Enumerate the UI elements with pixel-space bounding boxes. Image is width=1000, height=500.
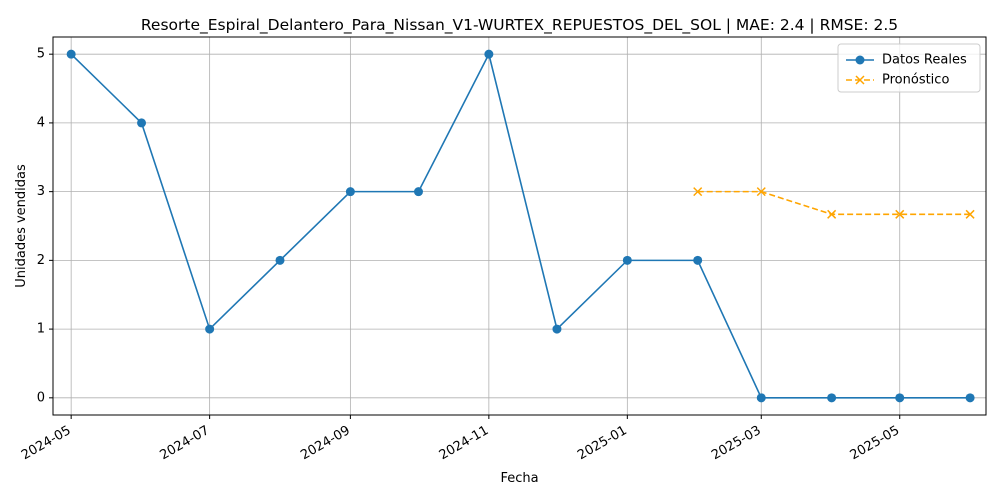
plot-frame <box>52 36 987 416</box>
data-point <box>895 393 905 403</box>
data-point <box>137 118 147 128</box>
data-point <box>345 187 355 197</box>
data-point <box>413 187 423 197</box>
y-tick-label: 5 <box>37 47 45 62</box>
series-1 <box>693 187 975 219</box>
legend-marker <box>855 75 865 85</box>
data-point <box>756 187 766 197</box>
series-0 <box>66 49 975 403</box>
data-point <box>622 255 632 265</box>
y-axis-label: Unidades vendidas <box>14 164 29 288</box>
data-point <box>965 209 975 219</box>
y-tick-label: 0 <box>37 390 45 405</box>
data-point <box>693 255 703 265</box>
legend-marker <box>855 55 865 65</box>
data-point <box>827 209 837 219</box>
data-point <box>552 324 562 334</box>
data-point <box>693 187 703 197</box>
y-tick-label: 1 <box>37 322 45 337</box>
y-tick-label: 3 <box>37 184 45 199</box>
chart-title: Resorte_Espiral_Delantero_Para_Nissan_V1… <box>141 16 898 35</box>
series-line <box>70 51 971 399</box>
data-point <box>895 209 905 219</box>
y-tick-label: 2 <box>37 253 45 268</box>
data-point <box>827 393 837 403</box>
data-point <box>205 324 215 334</box>
legend: Datos Reales Pronóstico <box>837 43 981 93</box>
data-point <box>756 393 766 403</box>
legend-label: Pronóstico <box>882 73 949 88</box>
legend-item: Datos Reales <box>846 53 967 68</box>
legend-label: Datos Reales <box>882 53 967 68</box>
data-point <box>66 49 76 59</box>
data-series <box>66 49 975 403</box>
y-tick-label: 4 <box>37 115 45 130</box>
legend-item: Pronóstico <box>846 73 949 88</box>
data-point <box>484 49 494 59</box>
data-point <box>965 393 975 403</box>
x-axis-label: Fecha <box>500 471 538 486</box>
data-point <box>275 255 285 265</box>
